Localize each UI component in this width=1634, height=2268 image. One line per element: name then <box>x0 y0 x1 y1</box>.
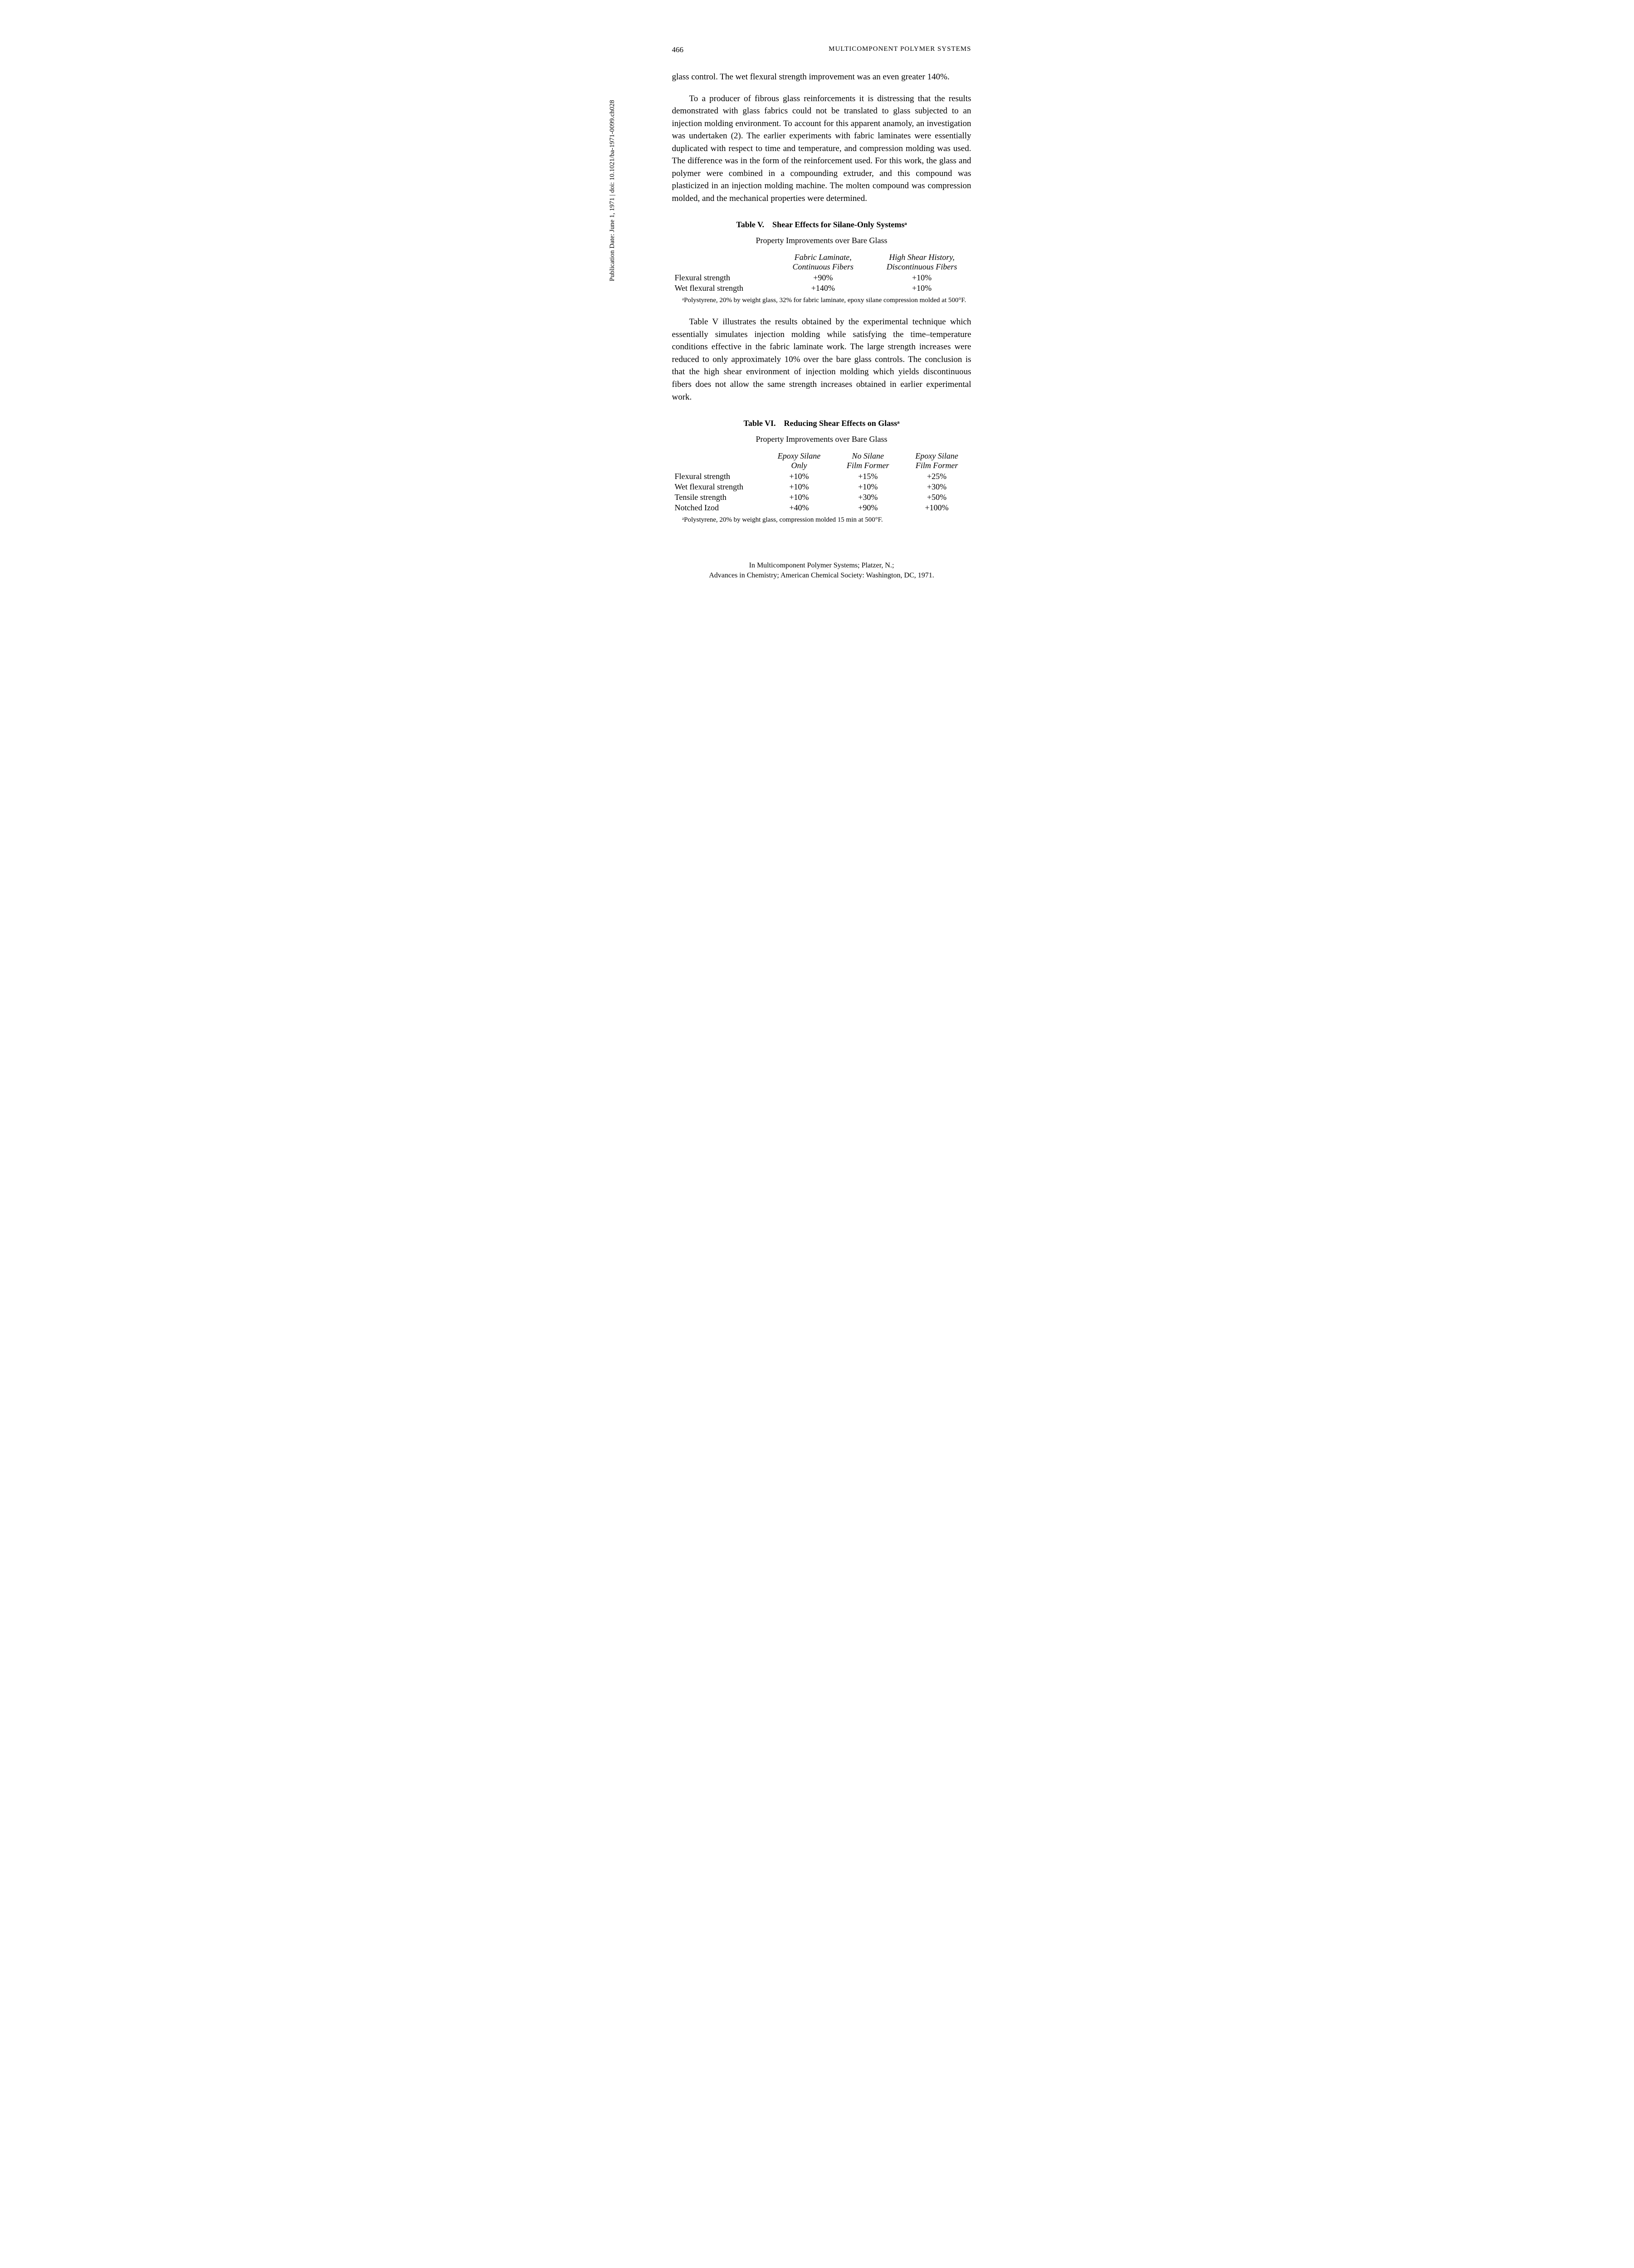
table-6: Table VI. Reducing Shear Effects on Glas… <box>672 419 971 524</box>
citation-line: In Multicomponent Polymer Systems; Platz… <box>749 562 894 569</box>
cell: +15% <box>834 471 902 482</box>
cell: +10% <box>765 471 834 482</box>
row-label: Notched Izod <box>672 503 765 513</box>
table-footnote: ᵃPolystyrene, 20% by weight glass, 32% f… <box>672 296 971 305</box>
cell: +10% <box>873 283 971 293</box>
col-header: Fabric Laminate, Continuous Fibers <box>774 252 873 273</box>
table-subtitle: Property Improvements over Bare Glass <box>672 435 971 444</box>
page: Publication Date: June 1, 1971 | doi: 10… <box>613 0 1021 608</box>
table: Fabric Laminate, Continuous Fibers High … <box>672 252 971 293</box>
page-number: 466 <box>672 45 684 54</box>
table-title: Table VI. Reducing Shear Effects on Glas… <box>672 419 971 428</box>
row-label: Wet flexural strength <box>672 482 765 492</box>
cell: +30% <box>834 492 902 503</box>
table-5: Table V. Shear Effects for Silane-Only S… <box>672 220 971 305</box>
cell: +10% <box>873 273 971 283</box>
cell: +140% <box>774 283 873 293</box>
citation-line: Advances in Chemistry; American Chemical… <box>709 572 934 579</box>
row-label: Flexural strength <box>672 273 774 283</box>
table: Epoxy Silane Only No Silane Film Former … <box>672 450 971 513</box>
row-label: Tensile strength <box>672 492 765 503</box>
table-footnote: ᵃPolystyrene, 20% by weight glass, compr… <box>672 516 971 524</box>
body-paragraph: Table V illustrates the results obtained… <box>672 316 971 403</box>
col-header: Epoxy Silane Film Former <box>902 450 971 471</box>
cell: +10% <box>765 482 834 492</box>
table-row: Notched Izod +40% +90% +100% <box>672 503 971 513</box>
cell: +100% <box>902 503 971 513</box>
table-row: Flexural strength +10% +15% +25% <box>672 471 971 482</box>
sidebar-citation: Publication Date: June 1, 1971 | doi: 10… <box>609 100 616 281</box>
row-label: Wet flexural strength <box>672 283 774 293</box>
cell: +90% <box>834 503 902 513</box>
cell: +30% <box>902 482 971 492</box>
body-paragraph: glass control. The wet flexural strength… <box>672 71 971 83</box>
cell: +90% <box>774 273 873 283</box>
cell: +50% <box>902 492 971 503</box>
bottom-citation: In Multicomponent Polymer Systems; Platz… <box>672 561 971 581</box>
body-paragraph: To a producer of fibrous glass reinforce… <box>672 93 971 205</box>
col-header: Epoxy Silane Only <box>765 450 834 471</box>
table-title: Table V. Shear Effects for Silane-Only S… <box>672 220 971 230</box>
col-header: No Silane Film Former <box>834 450 902 471</box>
cell: +40% <box>765 503 834 513</box>
table-row: Wet flexural strength +10% +10% +30% <box>672 482 971 492</box>
table-row: Flexural strength +90% +10% <box>672 273 971 283</box>
col-header: High Shear History, Discontinuous Fibers <box>873 252 971 273</box>
row-label: Flexural strength <box>672 471 765 482</box>
page-header: 466 MULTICOMPONENT POLYMER SYSTEMS <box>672 45 971 54</box>
table-subtitle: Property Improvements over Bare Glass <box>672 236 971 245</box>
cell: +10% <box>834 482 902 492</box>
cell: +25% <box>902 471 971 482</box>
running-head: MULTICOMPONENT POLYMER SYSTEMS <box>829 45 971 54</box>
table-row: Tensile strength +10% +30% +50% <box>672 492 971 503</box>
table-row: Wet flexural strength +140% +10% <box>672 283 971 293</box>
cell: +10% <box>765 492 834 503</box>
